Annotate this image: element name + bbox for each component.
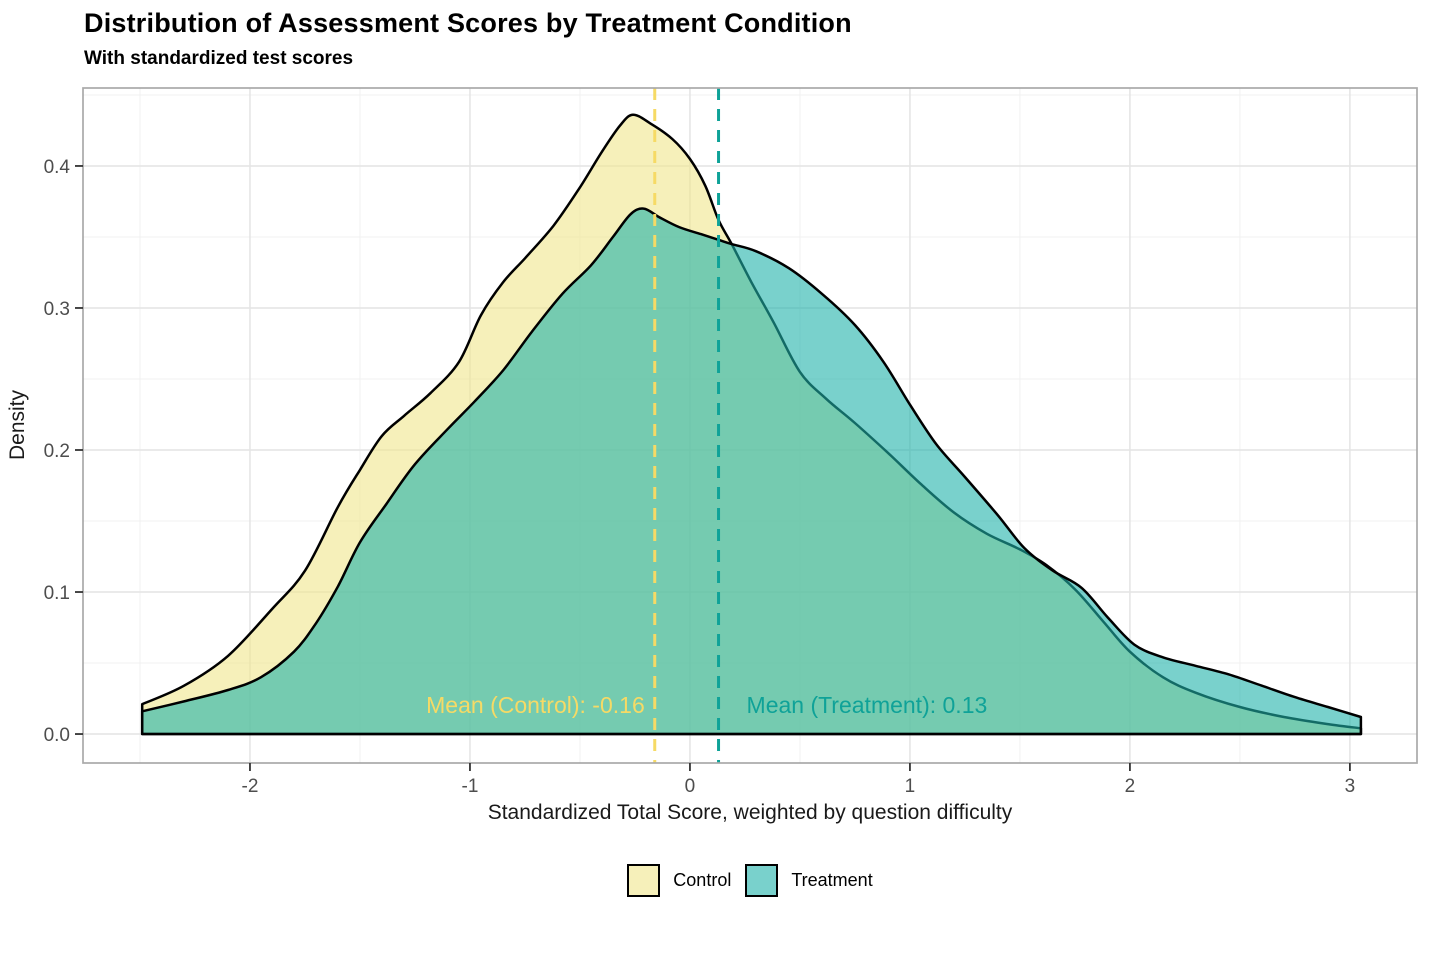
legend-item-treatment: Treatment <box>745 863 873 897</box>
chart-subtitle: With standardized test scores <box>84 48 354 69</box>
y-tick-label: 0.2 <box>44 441 70 462</box>
x-tick-label: 0 <box>685 776 696 797</box>
y-tick-label: 0.0 <box>44 725 70 746</box>
control-legend-label: Control <box>673 869 732 890</box>
y-tick-label: 0.3 <box>44 299 70 320</box>
treatment-swatch <box>745 863 779 897</box>
y-axis-title: Density <box>6 389 29 460</box>
treatment-density-area <box>140 207 1363 736</box>
legend-item-control: Control <box>627 863 732 897</box>
chart-title: Distribution of Assessment Scores by Tre… <box>84 8 852 38</box>
y-tick-label: 0.4 <box>44 157 71 178</box>
chart-generated-layer: -2 -1 0 1 2 3 0.0 0.1 0.2 0.3 0.4 <box>44 87 1418 797</box>
x-tick-label: 1 <box>905 776 916 797</box>
x-tick-label: -2 <box>242 776 259 797</box>
control-mean-annotation: Mean (Control): -0.16 <box>426 692 645 718</box>
legend: Control Treatment <box>83 857 1417 903</box>
panel-border <box>82 87 1418 764</box>
y-tick-label: 0.1 <box>44 583 70 604</box>
x-tick-label: 2 <box>1125 776 1136 797</box>
x-tick-label: 3 <box>1345 776 1356 797</box>
treatment-legend-label: Treatment <box>791 869 873 890</box>
x-tick-label: -1 <box>462 776 479 797</box>
x-axis-title: Standardized Total Score, weighted by qu… <box>488 801 1013 824</box>
control-swatch <box>627 863 661 897</box>
treatment-mean-annotation: Mean (Treatment): 0.13 <box>747 692 988 718</box>
